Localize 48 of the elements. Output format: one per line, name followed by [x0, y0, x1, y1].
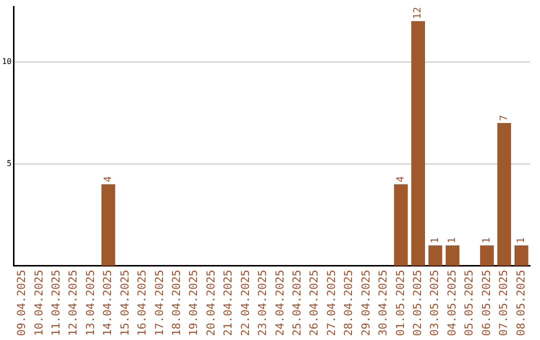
x-tick-label: 15.04.2025 [118, 270, 132, 336]
data-label: 1 [516, 237, 527, 244]
x-tick-label: 09.04.2025 [15, 270, 28, 336]
x-tick-label: 01.05.2025 [394, 270, 407, 336]
x-tick-label: 24.04.2025 [273, 270, 286, 336]
x-tick-label: 22.04.2025 [238, 270, 252, 336]
x-tick-label: 25.04.2025 [290, 270, 304, 336]
data-label: 12 [412, 7, 424, 20]
x-tick-label: 29.04.2025 [359, 270, 372, 336]
x-tick-label: 16.04.2025 [136, 270, 149, 336]
x-tick-label: 17.04.2025 [152, 270, 166, 336]
bar [497, 123, 512, 266]
data-label: 1 [430, 237, 441, 244]
bar [411, 21, 426, 266]
x-tick-label: 23.04.2025 [256, 270, 270, 336]
bar [446, 245, 460, 266]
x-tick-label: 19.04.2025 [187, 270, 200, 336]
bar [514, 245, 528, 266]
x-tick-label: 21.04.2025 [222, 270, 235, 336]
x-tick-label: 14.04.2025 [101, 270, 114, 336]
x-tick-label: 13.04.2025 [84, 270, 97, 336]
x-tick-label: 08.05.2025 [514, 270, 528, 336]
x-tick-label: 12.04.2025 [66, 270, 80, 336]
bar [394, 184, 408, 266]
bar [428, 245, 442, 266]
data-label: 4 [102, 176, 114, 182]
data-label: 7 [498, 115, 510, 122]
x-tick-label: 05.05.2025 [462, 270, 476, 336]
bar [480, 245, 494, 266]
data-label: 4 [396, 176, 406, 182]
x-tick-label: 10.04.2025 [32, 270, 46, 336]
bar [101, 184, 116, 266]
y-tick-label: 5 [6, 158, 12, 168]
x-tick-label: 02.05.2025 [410, 270, 424, 336]
x-tick-label: 26.04.2025 [308, 270, 321, 336]
x-tick-label: 04.05.2025 [445, 270, 458, 336]
x-tick-label: 06.05.2025 [480, 270, 493, 336]
data-label: 1 [447, 237, 458, 244]
x-tick-label: 28.04.2025 [342, 270, 356, 336]
data-label: 1 [482, 237, 493, 244]
x-tick-label: 30.04.2025 [376, 270, 390, 336]
x-tick-label: 03.05.2025 [428, 270, 442, 336]
x-tick-label: 11.04.2025 [50, 270, 63, 336]
y-tick-label: 10 [2, 56, 12, 66]
x-tick-label: 27.04.2025 [324, 270, 338, 336]
x-tick-label: 18.04.2025 [170, 270, 184, 336]
x-tick-label: 20.04.2025 [204, 270, 218, 336]
x-tick-label: 07.05.2025 [497, 270, 510, 336]
